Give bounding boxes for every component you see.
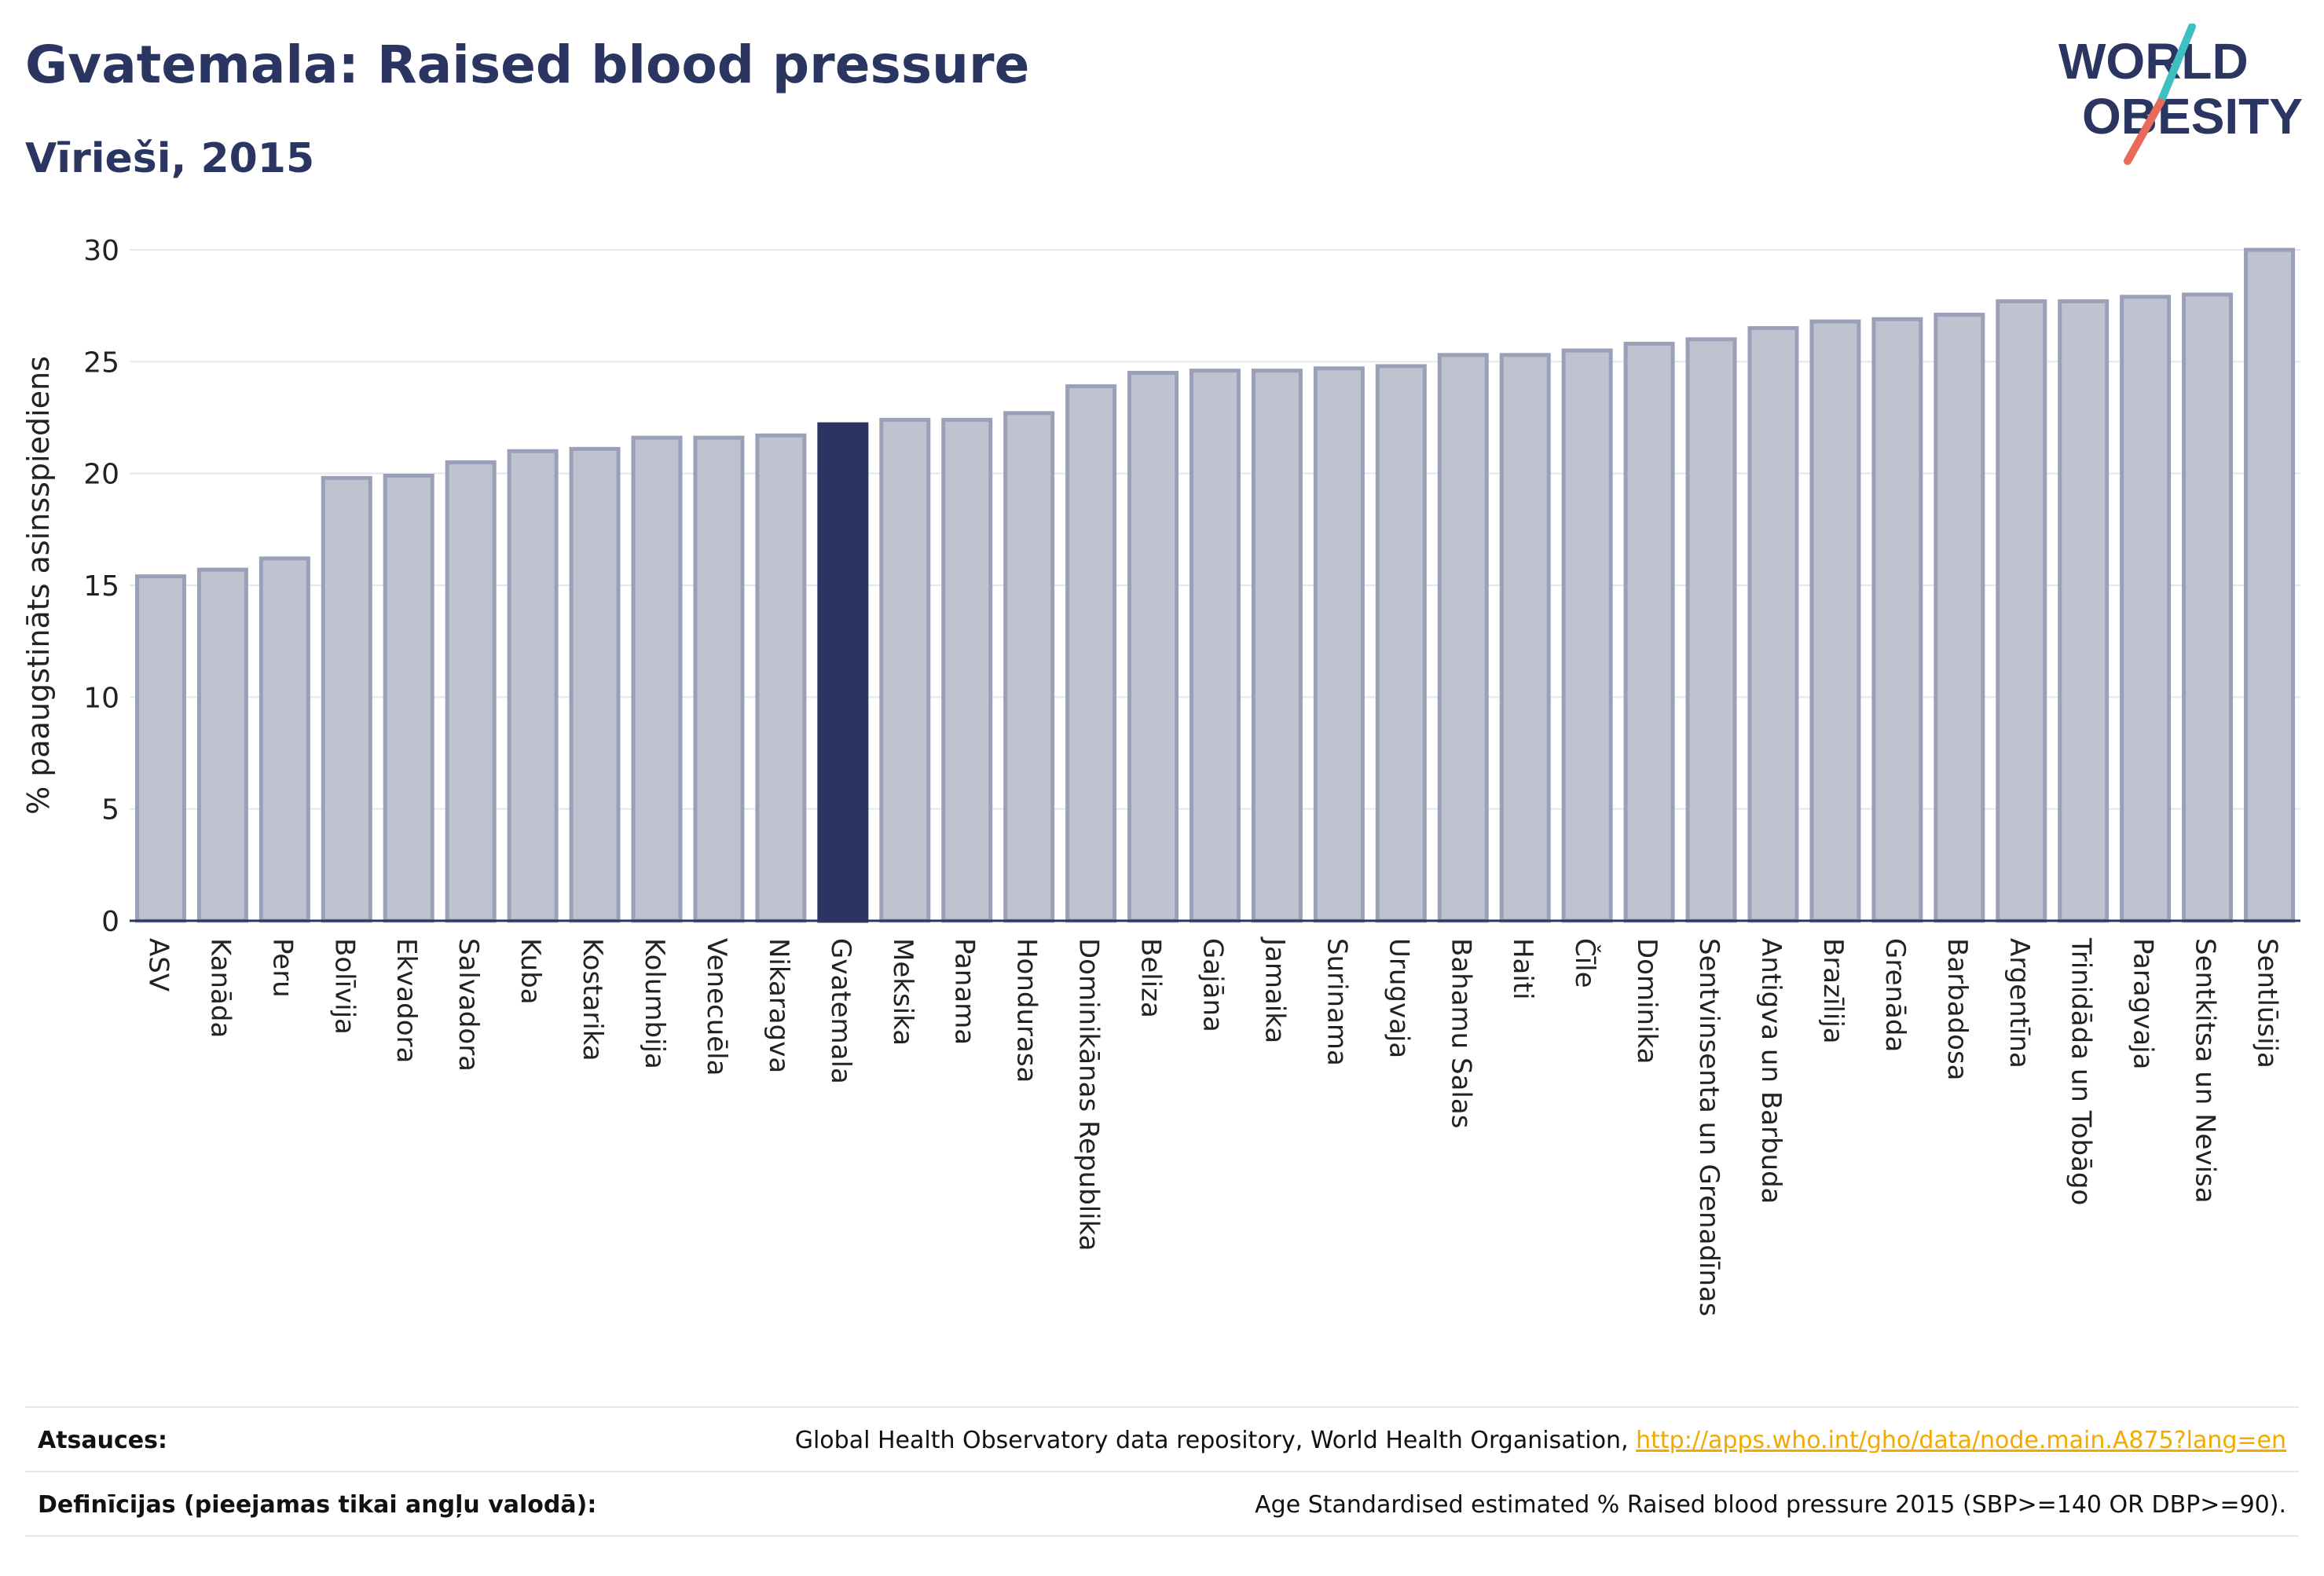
bar-Nikaragva[interactable] [755, 433, 807, 923]
bar-Sentvinsenta un Grenadīnas[interactable] [1685, 337, 1737, 923]
y-tick-label: 20 [83, 459, 119, 491]
footer-divider [25, 1406, 2299, 1408]
x-tick-label: Kostarika [577, 938, 608, 1061]
bar-Beliza[interactable] [1127, 371, 1179, 923]
definitions-label: Definīcijas (pieejamas tikai angļu valod… [38, 1491, 597, 1519]
x-tick-label: Urugvaja [1383, 938, 1414, 1058]
x-tick-label: Haiti [1507, 938, 1538, 1000]
x-tick-label: Beliza [1135, 938, 1167, 1018]
sources-text: Global Health Observatory data repositor… [794, 1427, 1637, 1454]
y-axis-title: % paaugstināts asinsspiediens [21, 356, 56, 815]
x-tick-label: Bahamu Salas [1445, 938, 1476, 1128]
bar-Sentlūsija[interactable] [2244, 247, 2296, 923]
x-tick-label: Peru [266, 938, 298, 998]
y-tick-label: 25 [83, 346, 119, 379]
logo-slash-coral [2124, 98, 2165, 165]
x-tick-label: Sentlūsija [2252, 938, 2283, 1068]
sources-value: Global Health Observatory data repositor… [795, 1427, 2286, 1454]
bar-Bahamu Salas[interactable] [1437, 353, 1489, 923]
bar-Gvatemala[interactable] [817, 422, 869, 923]
x-tick-label: Sentkitsa un Nevisa [2190, 938, 2221, 1204]
x-tick-label: Brazīlija [1817, 938, 1849, 1044]
y-tick-label: 10 [83, 682, 119, 714]
bar-Ekvadora[interactable] [383, 474, 434, 923]
bar-Panama[interactable] [941, 417, 993, 923]
x-tick-label: Panama [949, 938, 981, 1045]
bar-Venecuēla[interactable] [693, 435, 745, 923]
bar-Dominikānas Republika[interactable] [1065, 384, 1117, 923]
x-tick-label: Paragvaja [2128, 938, 2159, 1069]
x-tick-label: Antigva un Barbuda [1755, 938, 1787, 1204]
bar-ASV[interactable] [134, 574, 186, 923]
bar-Kostarika[interactable] [569, 446, 621, 923]
bar-Antigva un Barbuda[interactable] [1747, 326, 1799, 923]
bar-Urugvaja[interactable] [1375, 364, 1427, 923]
x-tick-label: Salvadora [453, 938, 484, 1072]
bar-chart: 0 5 10 15 20 25 30 ASV Kanāda Peru Bolīvija Ekvado… [21, 235, 2300, 1317]
footer-divider [25, 1535, 2299, 1537]
x-tick-label: Gvatemala [825, 938, 856, 1084]
bar-Argentīna[interactable] [1996, 299, 2047, 923]
bar-Surinama[interactable] [1313, 366, 1365, 923]
bar-Bolīvija[interactable] [321, 475, 372, 923]
bar-Salvadora[interactable] [445, 460, 497, 923]
x-tick-label: Hondurasa [1011, 938, 1043, 1083]
x-tick-label: Argentīna [2003, 938, 2035, 1068]
bar-Kuba[interactable] [507, 449, 559, 923]
x-tick-label: Venecuēla [701, 938, 732, 1076]
bar-Meksika[interactable] [879, 417, 931, 923]
bar-Dominika[interactable] [1623, 342, 1675, 923]
bar-Jamaika[interactable] [1251, 368, 1303, 923]
definitions-value: Age Standardised estimated % Raised bloo… [1255, 1491, 2286, 1519]
bar-Peru[interactable] [258, 556, 310, 923]
bar-Gajāna[interactable] [1189, 368, 1241, 923]
sources-label: Atsauces: [38, 1427, 167, 1454]
bar-Kolumbija[interactable] [631, 435, 683, 923]
bar-Sentkitsa un Nevisa[interactable] [2182, 292, 2234, 923]
chart-subtitle: Vīrieši, 2015 [25, 135, 315, 182]
chart-title: Gvatemala: Raised blood pressure [25, 35, 1030, 95]
x-tick-label: Surinama [1321, 938, 1352, 1066]
x-tick-label: Sentvinsenta un Grenadīnas [1693, 938, 1725, 1317]
x-tick-label: Grenāda [1879, 938, 1911, 1052]
x-tick-label: Kolumbija [639, 938, 670, 1069]
x-tick-label: Jamaika [1259, 936, 1290, 1043]
y-tick-label: 30 [83, 235, 119, 267]
x-tick-label: Barbadosa [1941, 938, 1973, 1081]
x-tick-label: Meksika [887, 938, 918, 1046]
x-tick-label: ASV [142, 938, 174, 991]
logo-text-obesity: OBESITY [2082, 88, 2303, 145]
bar-Hondurasa[interactable] [1003, 411, 1055, 923]
world-obesity-logo: WORLD OBESITY [2058, 24, 2303, 165]
bar-Grenāda[interactable] [1871, 317, 1923, 923]
bar-Haiti[interactable] [1499, 353, 1551, 923]
y-axis-ticks: 0 5 10 15 20 25 30 [83, 235, 119, 938]
x-tick-label: Kuba [515, 938, 546, 1005]
y-tick-label: 15 [83, 570, 119, 603]
logo-text-world: WORLD [2058, 33, 2249, 90]
bar-Kanāda[interactable] [196, 567, 248, 923]
bars [134, 247, 2296, 923]
x-axis-labels: ASV Kanāda Peru Bolīvija Ekvadora Salvadora Ku… [142, 936, 2282, 1317]
logo-slash-teal [2157, 24, 2196, 106]
x-tick-label: Kanāda [204, 938, 236, 1038]
y-tick-label: 5 [101, 794, 119, 826]
bar-Paragvaja[interactable] [2120, 295, 2172, 923]
x-tick-label: Trinidāda un Tobāgo [2066, 937, 2097, 1205]
x-tick-label: Nikaragva [763, 938, 794, 1073]
sources-link[interactable]: http://apps.who.int/gho/data/node.main.A… [1636, 1427, 2286, 1454]
bar-Trinidāda un Tobāgo[interactable] [2058, 299, 2110, 923]
bar-Barbadosa[interactable] [1934, 313, 1985, 923]
x-tick-label: Čīle [1569, 938, 1601, 988]
x-tick-label: Gajāna [1197, 938, 1229, 1032]
x-tick-label: Bolīvija [328, 938, 360, 1035]
x-tick-label: Dominika [1631, 938, 1662, 1064]
x-tick-label: Dominikānas Republika [1073, 938, 1105, 1252]
bar-Čīle[interactable] [1561, 348, 1613, 923]
footer-divider [25, 1471, 2299, 1472]
bar-Brazīlija[interactable] [1809, 319, 1861, 923]
y-tick-label: 0 [101, 906, 119, 938]
x-tick-label: Ekvadora [390, 938, 422, 1063]
